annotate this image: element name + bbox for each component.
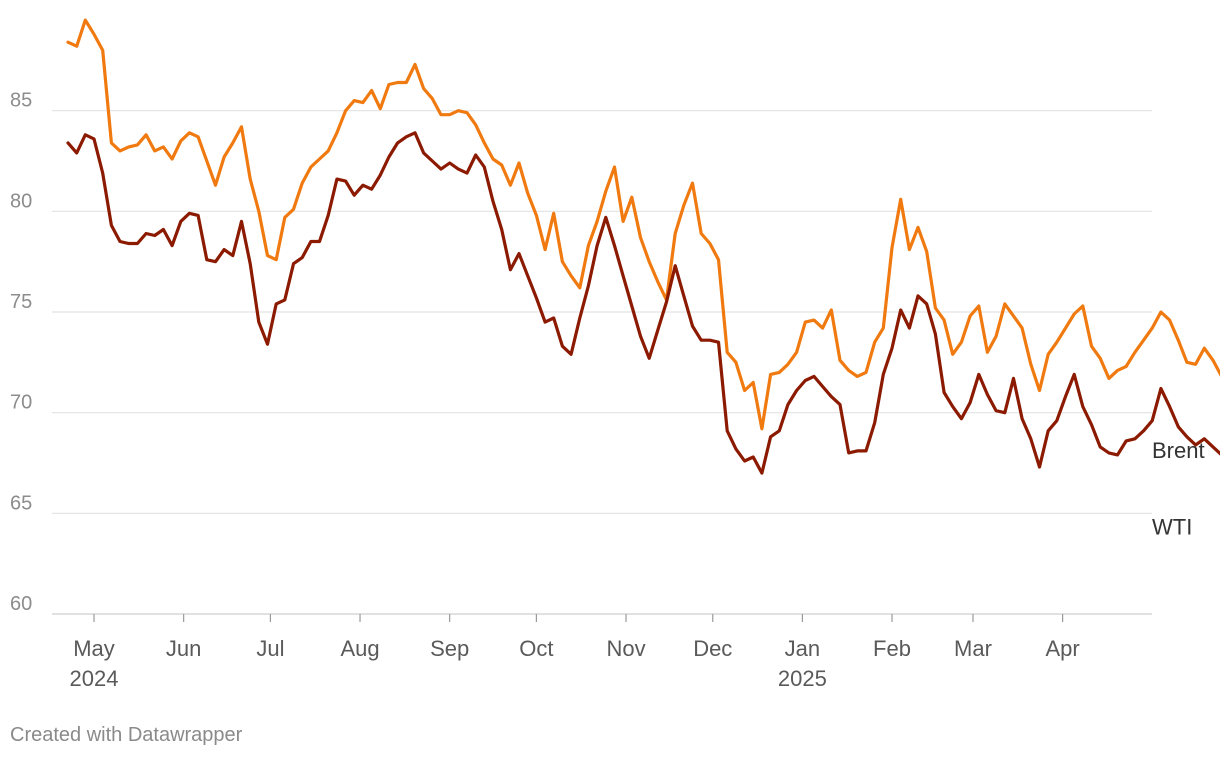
- series-line-brent: [66, 18, 1220, 431]
- x-tick-label: Jan: [785, 636, 820, 661]
- series-labels: Brent WTI: [1152, 438, 1205, 540]
- x-tick-label: Feb: [873, 636, 911, 661]
- x-axis: May 2024 Jun Jul Aug Sep Oct Nov Dec Jan 2025 Feb Ma…: [70, 614, 1080, 691]
- x-tick-label: Mar: [954, 636, 992, 661]
- x-tick-year: 2025: [778, 666, 827, 691]
- y-axis: 60 65 70 75 80 85: [10, 90, 32, 615]
- series-label-brent: Brent: [1152, 438, 1205, 463]
- credit-text: Created with Datawrapper: [10, 724, 243, 746]
- y-tick-label: 80: [10, 190, 32, 212]
- y-tick-label: 70: [10, 392, 32, 414]
- x-tick-label: May: [73, 636, 115, 661]
- x-tick-year: 2024: [70, 666, 119, 691]
- x-tick-label: Dec: [693, 636, 732, 661]
- x-tick-label: Oct: [519, 636, 553, 661]
- x-tick-label: Sep: [430, 636, 469, 661]
- x-tick-label: Apr: [1045, 636, 1079, 661]
- series-line-wti: [66, 131, 1220, 475]
- y-tick-label: 85: [10, 90, 32, 112]
- y-tick-label: 65: [10, 492, 32, 514]
- line-chart: 60 65 70 75 80 85 May 2024 Jun Jul Aug Sep Oct Nov De…: [10, 18, 1220, 691]
- x-tick-label: Jun: [166, 636, 201, 661]
- gridlines: [52, 110, 1152, 615]
- y-tick-label: 75: [10, 291, 32, 313]
- x-tick-label: Jul: [256, 636, 284, 661]
- series-lines: [66, 18, 1220, 475]
- x-tick-label: Nov: [606, 636, 645, 661]
- series-label-wti: WTI: [1152, 514, 1192, 539]
- y-tick-label: 60: [10, 593, 32, 615]
- x-tick-label: Aug: [340, 636, 379, 661]
